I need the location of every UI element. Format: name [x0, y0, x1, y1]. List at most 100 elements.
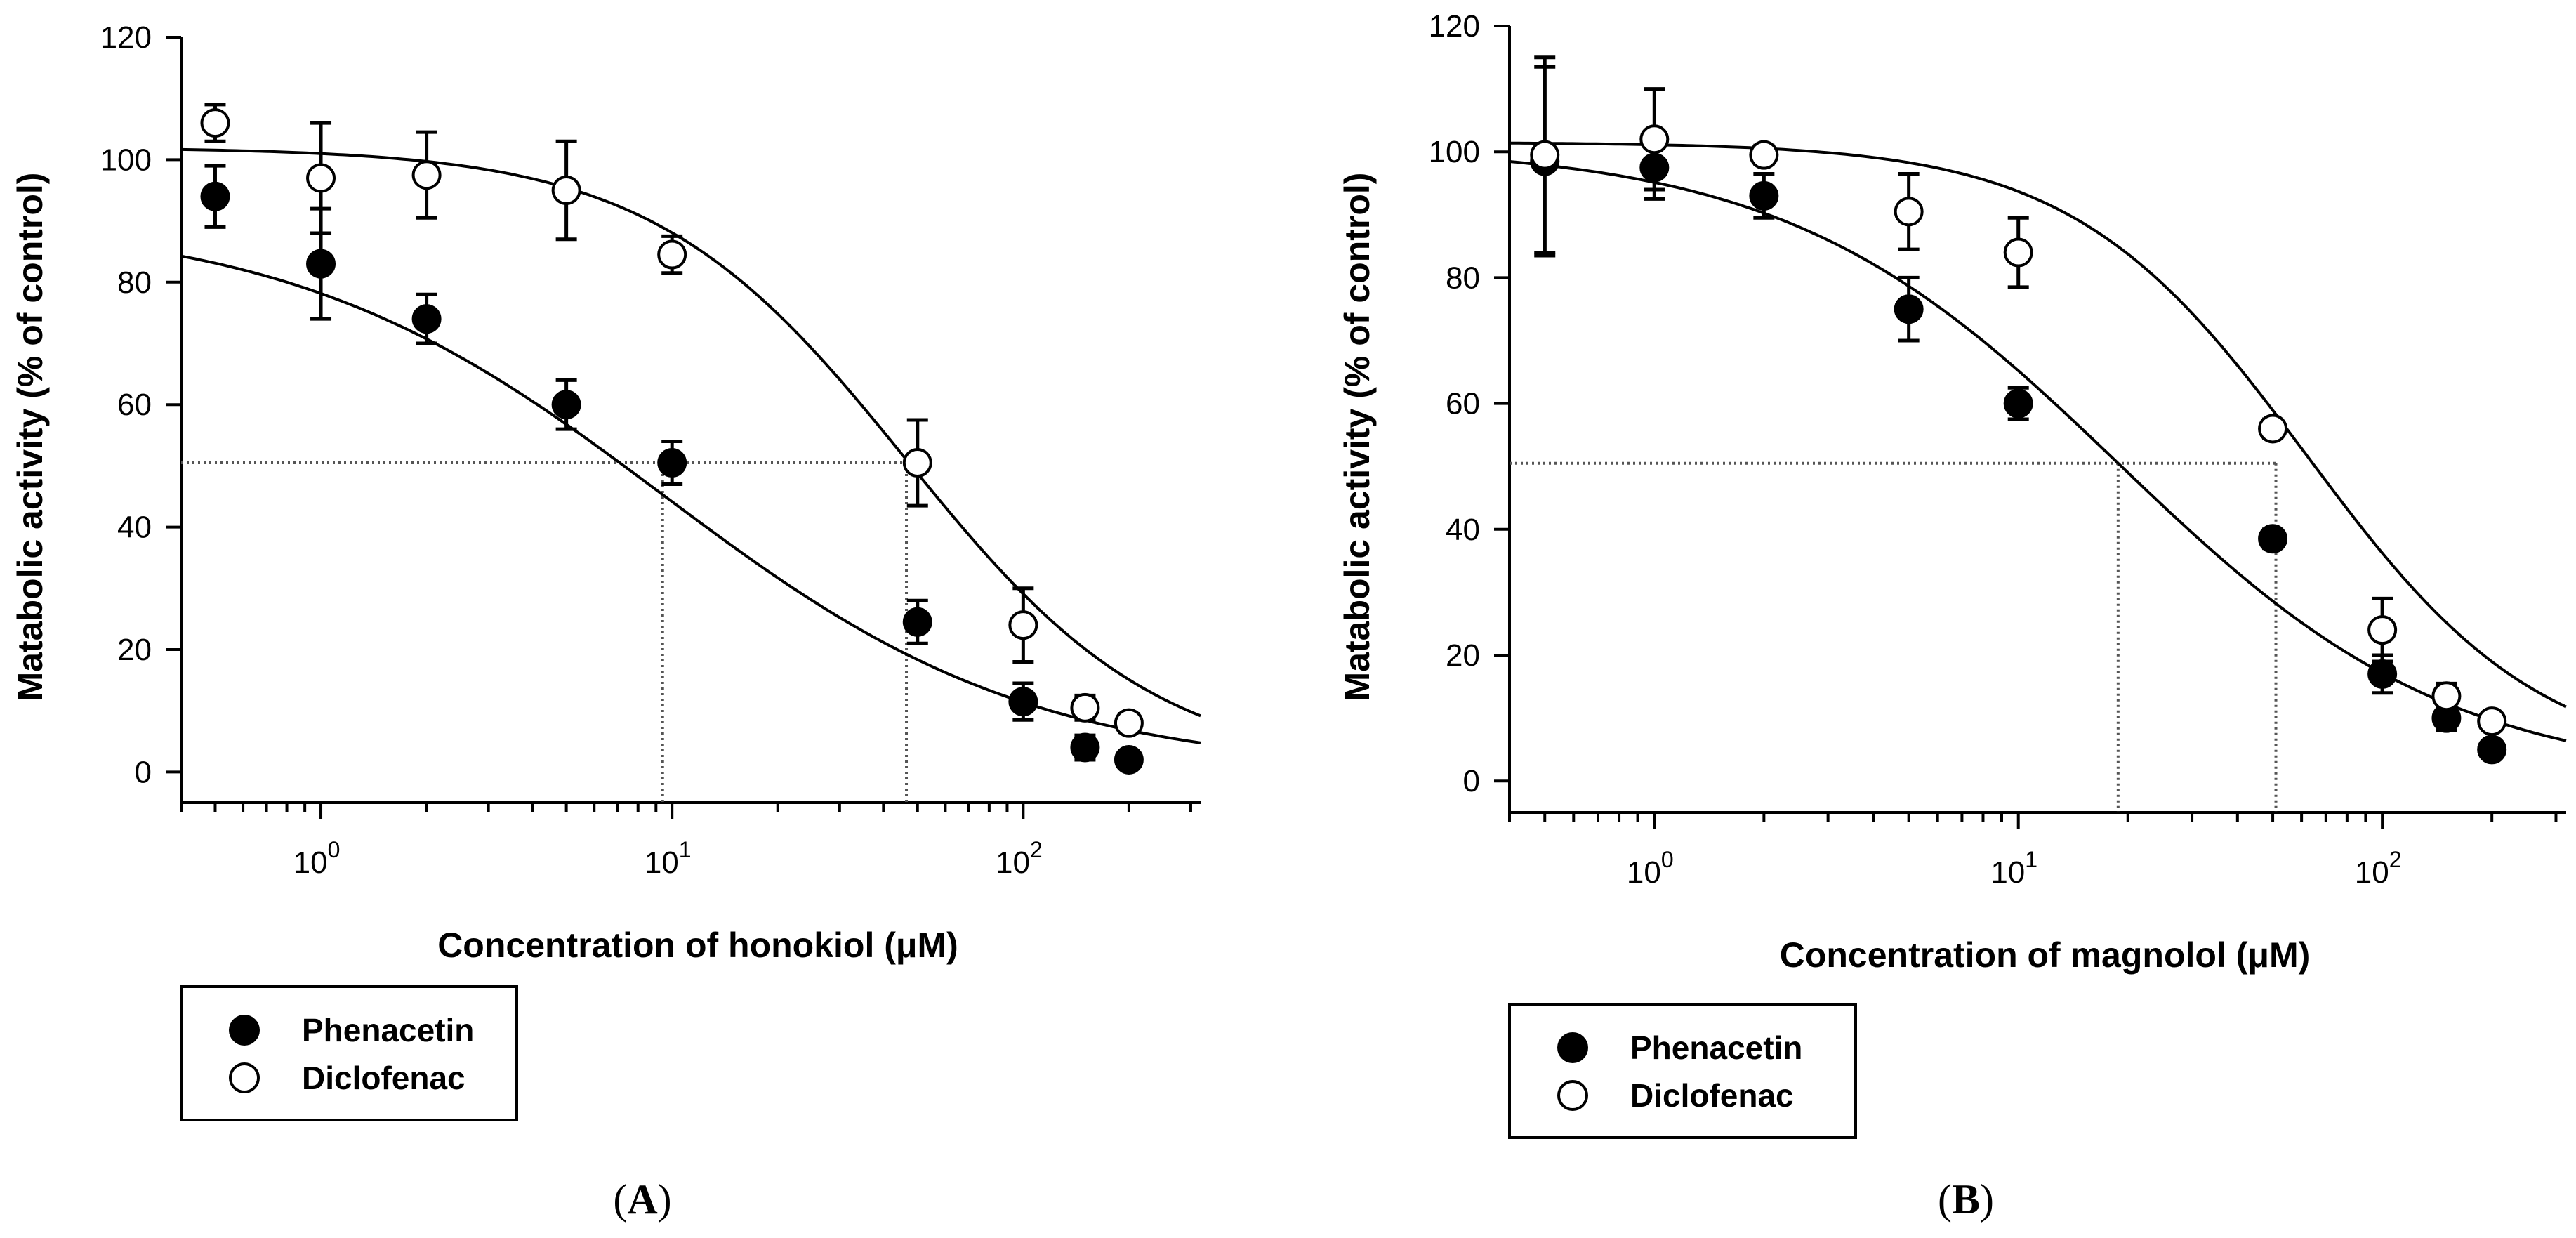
data-point — [2258, 524, 2288, 554]
legend-marker-diclofenac — [229, 1062, 260, 1093]
data-point — [411, 160, 442, 190]
legend-box — [180, 985, 518, 1121]
data-point — [1894, 294, 1924, 324]
x-tick-label-base: 10 — [645, 845, 679, 880]
legend-marker-diclofenac — [1557, 1080, 1588, 1111]
y-tick-label: 20 — [117, 633, 152, 667]
series-diclofenac — [1530, 55, 2507, 737]
data-point — [1114, 708, 1144, 738]
panel-label-paren: ) — [1980, 1176, 1994, 1223]
series-phenacetin — [1530, 65, 2507, 765]
legend-label: Phenacetin — [302, 1012, 474, 1048]
y-tick-label: 80 — [1446, 261, 1480, 295]
y-tick-label: 80 — [117, 265, 152, 300]
data-point — [306, 249, 336, 279]
fit-curve-phenacetin — [1509, 160, 2567, 742]
data-point — [1008, 610, 1038, 640]
data-point — [2003, 388, 2033, 419]
fit-curve-diclofenac — [180, 147, 1201, 718]
x-tick-label-base: 10 — [293, 845, 328, 880]
x-tick-label-base: 10 — [1627, 855, 1661, 890]
panel-label-paren: ( — [613, 1176, 627, 1223]
panel-label-letter: A — [627, 1176, 657, 1223]
data-point — [1894, 197, 1924, 227]
data-point — [657, 448, 687, 478]
y-axis-title: Matabolic activity (% of control) — [11, 173, 50, 702]
data-point — [2258, 414, 2288, 444]
y-tick-label: 20 — [1446, 638, 1480, 673]
data-point — [411, 304, 442, 334]
data-point — [2003, 237, 2033, 268]
data-point — [551, 390, 581, 420]
legend-label: Diclofenac — [302, 1060, 465, 1096]
x-tick-label-exponent: 0 — [1661, 847, 1674, 872]
legend-marker-phenacetin — [229, 1015, 260, 1046]
data-point — [200, 181, 230, 211]
data-point — [902, 448, 932, 478]
data-point — [200, 108, 230, 138]
legend-label: Diclofenac — [1630, 1077, 1794, 1114]
y-tick-label: 40 — [117, 511, 152, 545]
x-tick-label: 100 — [1627, 847, 1674, 890]
data-point — [2477, 735, 2507, 765]
panel-label: (B) — [1938, 1176, 1994, 1223]
data-point — [902, 607, 932, 637]
data-point — [2477, 706, 2507, 737]
data-point — [306, 163, 336, 193]
panel-label-paren: ( — [1938, 1176, 1952, 1223]
y-tick-label: 60 — [117, 388, 152, 422]
x-tick-label: 101 — [645, 837, 692, 880]
x-tick-label-base: 10 — [2355, 855, 2389, 890]
x-tick-label-exponent: 1 — [679, 837, 692, 862]
y-tick-label: 120 — [100, 20, 152, 55]
panel-label-paren: ) — [658, 1176, 672, 1223]
series-diclofenac — [200, 103, 1144, 738]
legend-marker-phenacetin — [1557, 1032, 1588, 1063]
fit-curve-diclofenac — [1509, 141, 2567, 709]
y-tick-label: 0 — [135, 755, 152, 789]
data-point — [1070, 692, 1100, 723]
data-point — [1749, 140, 1779, 170]
y-tick-label: 100 — [100, 143, 152, 177]
x-tick-label-base: 10 — [1990, 855, 2025, 890]
legend: Phenacetin Diclofenac — [180, 985, 518, 1121]
x-tick-label: 101 — [1990, 847, 2037, 890]
fit-curve-phenacetin — [180, 254, 1201, 744]
x-tick-label-exponent: 2 — [2389, 847, 2402, 872]
data-point — [1070, 732, 1100, 763]
data-point — [2367, 615, 2398, 645]
legend-box — [1508, 1003, 1857, 1139]
x-axis-title: Concentration of magnolol (μM) — [1780, 935, 2311, 975]
data-point — [1114, 744, 1144, 775]
data-point — [657, 239, 687, 270]
panel-label: (A) — [613, 1176, 671, 1223]
x-axis-title: Concentration of honokiol (μM) — [437, 926, 958, 965]
x-tick-label: 102 — [996, 837, 1043, 880]
y-tick-label: 0 — [1463, 764, 1480, 798]
x-tick-label: 102 — [2355, 847, 2402, 890]
panel-label-letter: B — [1952, 1176, 1980, 1223]
x-tick-label-exponent: 2 — [1030, 837, 1043, 862]
y-tick-label: 60 — [1446, 387, 1480, 421]
y-tick-label: 120 — [1429, 9, 1480, 44]
data-point — [1639, 124, 1670, 154]
x-tick-label-base: 10 — [996, 845, 1030, 880]
y-tick-label: 40 — [1446, 513, 1480, 547]
x-tick-label: 100 — [293, 837, 341, 880]
x-tick-label-exponent: 0 — [328, 837, 341, 862]
data-point — [2367, 659, 2398, 689]
x-tick-label-exponent: 1 — [2025, 847, 2037, 872]
data-point — [2431, 681, 2462, 711]
y-axis-title: Matabolic activity (% of control) — [1337, 173, 1377, 702]
y-tick-label: 100 — [1429, 135, 1480, 169]
data-point — [1008, 687, 1038, 717]
data-point — [1749, 180, 1779, 211]
data-point — [551, 176, 581, 205]
series-phenacetin — [200, 164, 1144, 775]
legend-label: Phenacetin — [1630, 1029, 1802, 1066]
legend: Phenacetin Diclofenac — [1508, 1003, 1857, 1139]
data-point — [1530, 140, 1560, 170]
